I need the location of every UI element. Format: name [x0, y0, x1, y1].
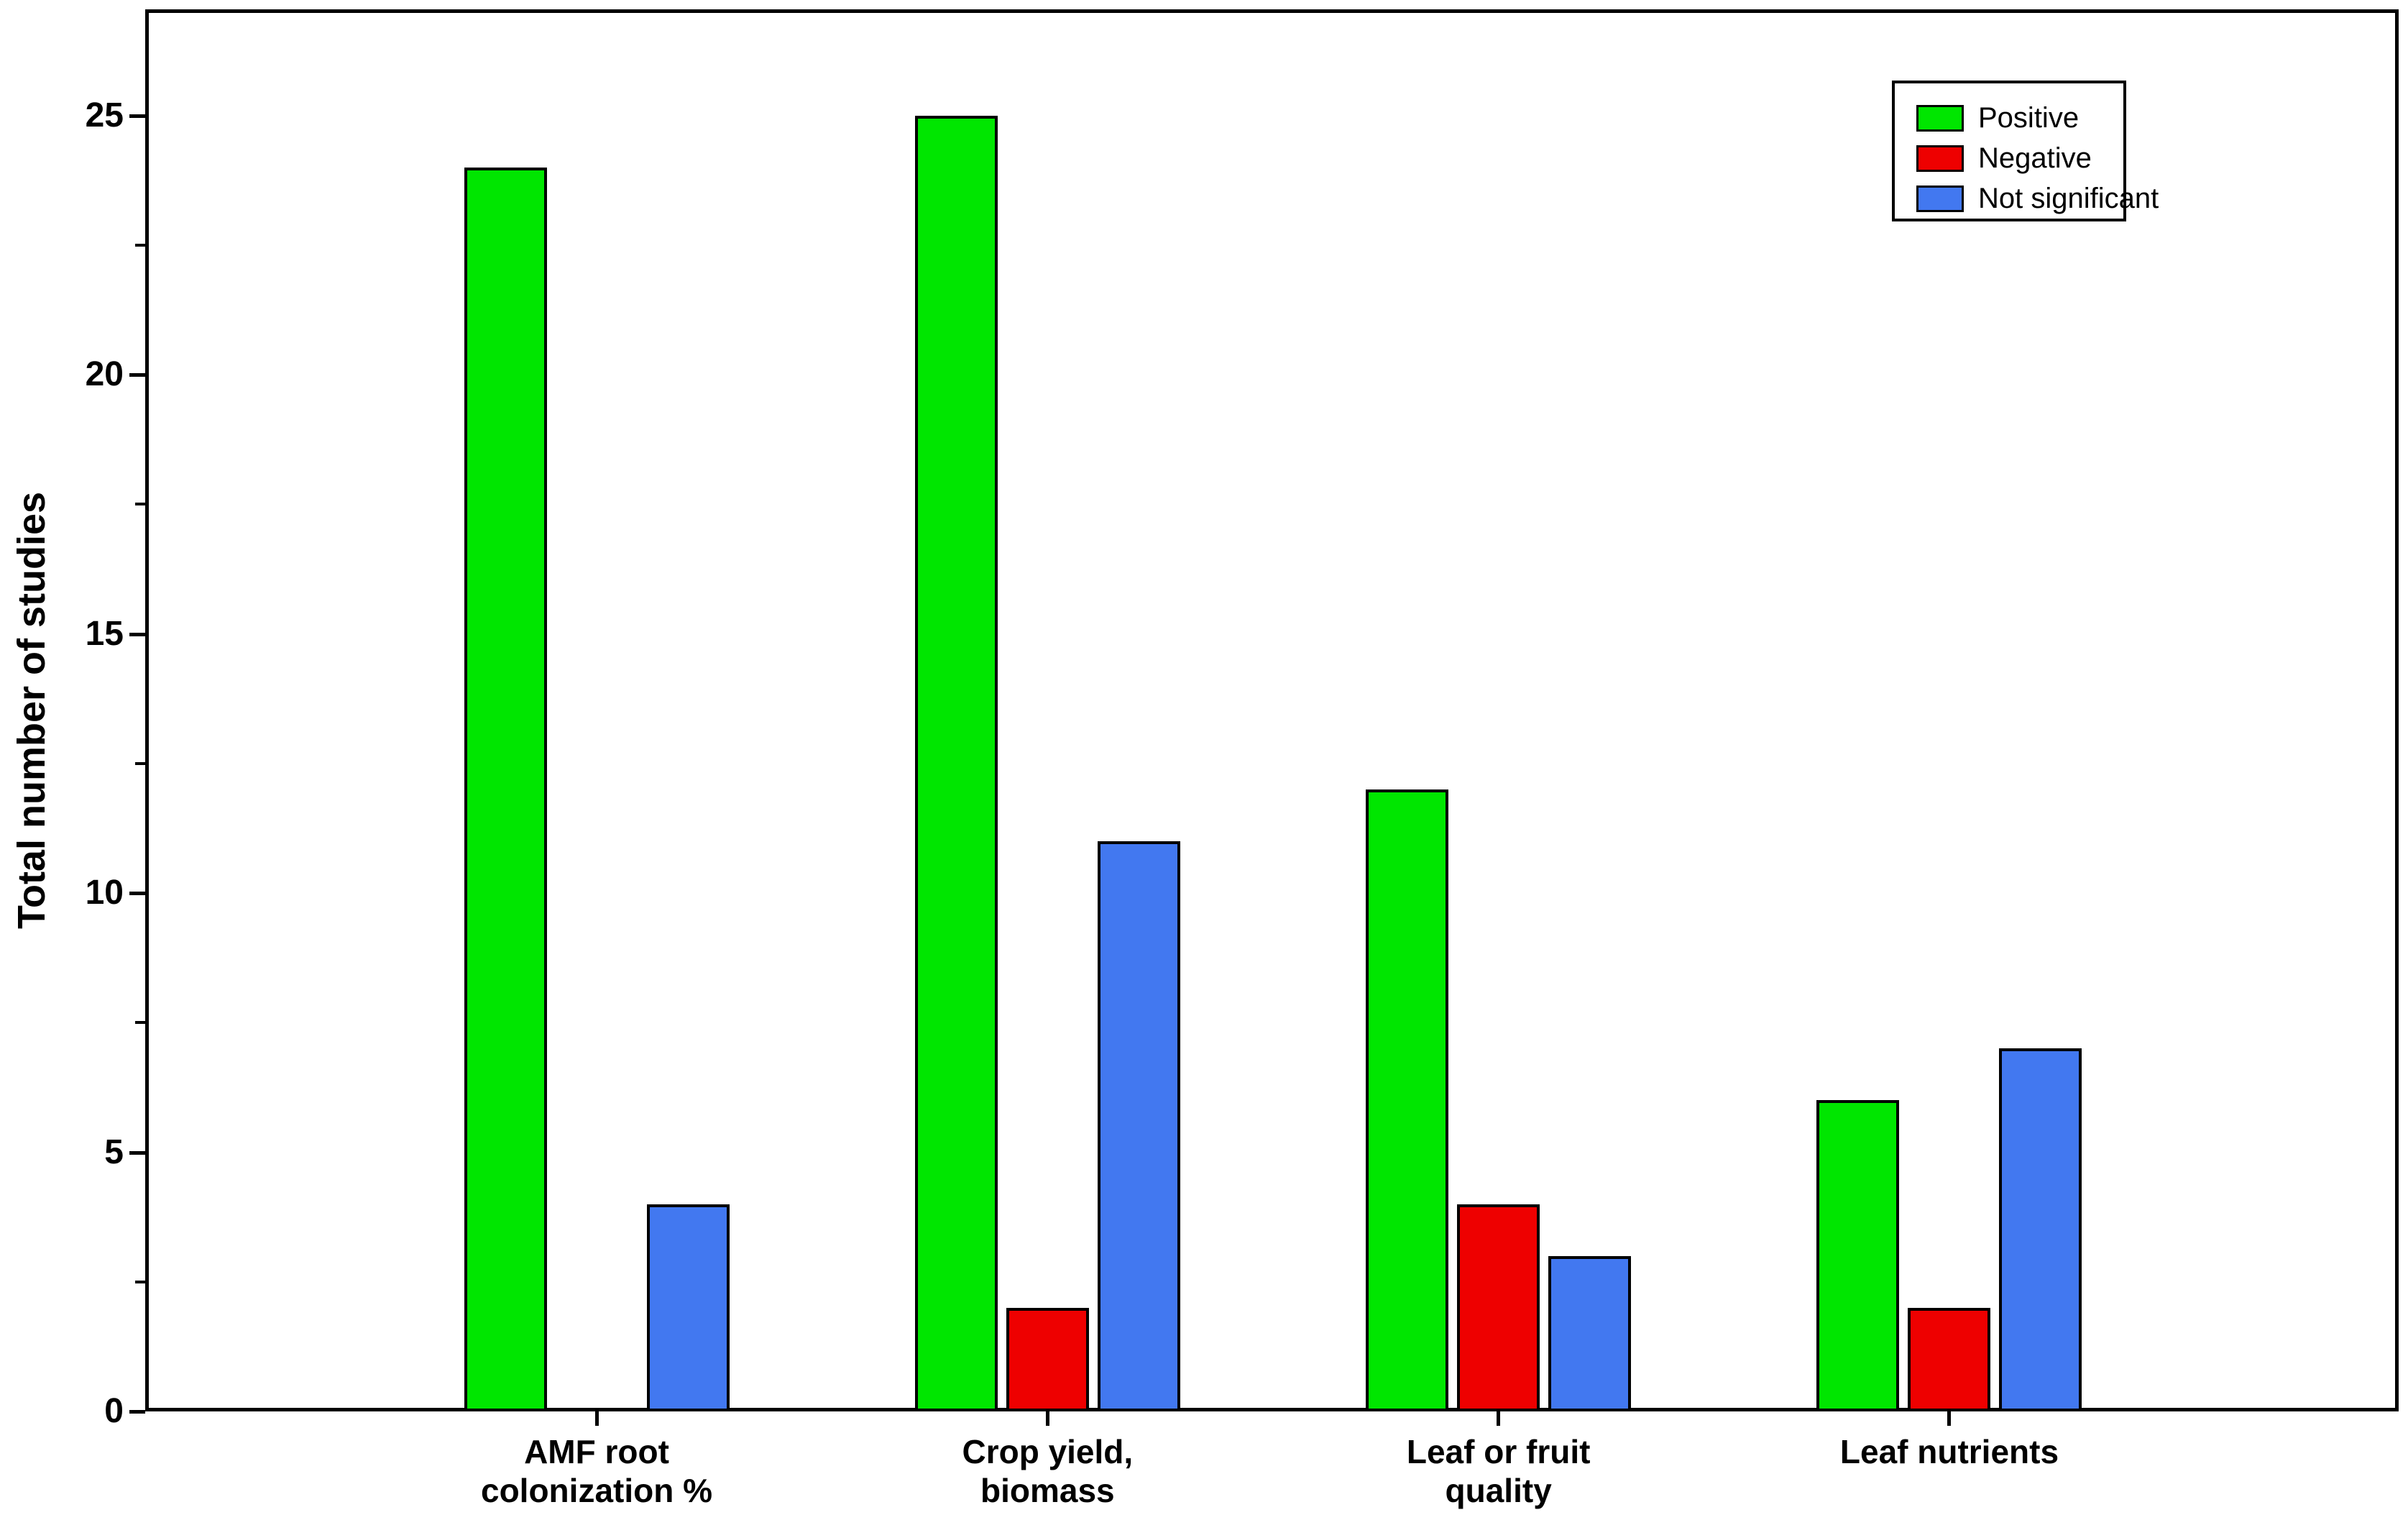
y-tick-label: 5: [104, 1132, 124, 1171]
y-minor-tick: [135, 1280, 145, 1283]
y-major-tick: [129, 114, 145, 118]
bar-not-significant: [1548, 1255, 1632, 1411]
y-major-tick: [129, 373, 145, 377]
y-tick-label: 20: [85, 355, 124, 393]
bar-not-significant: [1097, 841, 1180, 1411]
y-axis-title: Total number of studies: [10, 491, 53, 930]
legend: Positive Negative Not significant: [1892, 81, 2159, 221]
legend-label: Not significant: [1978, 182, 2159, 214]
bar-negative: [1457, 1204, 1540, 1411]
y-tick-label: 0: [104, 1392, 124, 1430]
y-tick-label: 25: [85, 96, 124, 134]
x-axis-tick: [1947, 1411, 1952, 1426]
legend-row: Negative: [1895, 138, 2123, 178]
legend-row: Not significant: [1895, 178, 2159, 219]
x-axis-tick: [594, 1411, 599, 1426]
x-axis-tick: [1497, 1411, 1501, 1426]
bar-not-significant: [1999, 1048, 2082, 1411]
y-major-tick: [129, 632, 145, 636]
bar-positive: [1816, 1100, 1900, 1411]
legend-row: Positive: [1895, 98, 2123, 138]
x-category-label: Leaf or fruit quality: [1406, 1433, 1591, 1510]
legend-swatch-positive: [1916, 104, 1964, 132]
x-category-label: AMF root colonization %: [481, 1433, 712, 1510]
x-category-label: Crop yield, biomass: [962, 1433, 1134, 1510]
y-minor-tick: [135, 1021, 145, 1025]
legend-label: Negative: [1978, 142, 2092, 174]
y-tick-label: 15: [85, 614, 124, 653]
legend-label: Positive: [1978, 101, 2080, 134]
bar-positive: [464, 167, 547, 1411]
legend-swatch-not-significant: [1916, 185, 1964, 212]
bar-not-significant: [646, 1204, 730, 1411]
bar-negative: [1006, 1307, 1089, 1411]
x-category-label: Leaf nutrients: [1839, 1433, 2059, 1470]
bar-positive: [914, 115, 998, 1411]
y-minor-tick: [135, 761, 145, 765]
legend-swatch-negative: [1916, 145, 1964, 172]
x-axis-tick: [1045, 1411, 1049, 1426]
y-major-tick: [129, 892, 145, 895]
y-major-tick: [129, 1150, 145, 1155]
y-minor-tick: [135, 503, 145, 506]
bar-positive: [1366, 789, 1449, 1411]
y-tick-label: 10: [85, 874, 124, 912]
bar-negative: [1908, 1307, 1991, 1411]
y-major-tick: [129, 1410, 145, 1414]
y-minor-tick: [135, 243, 145, 247]
